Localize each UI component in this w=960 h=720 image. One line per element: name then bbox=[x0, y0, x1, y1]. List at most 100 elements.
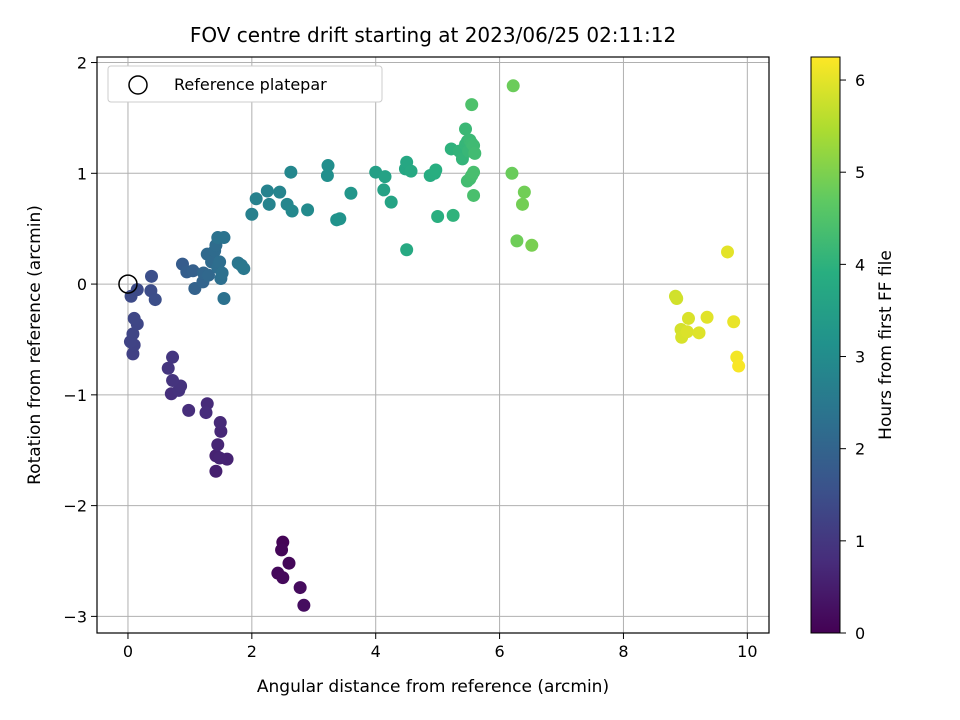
data-point bbox=[199, 406, 213, 420]
colorbar-tick-label: 2 bbox=[855, 440, 865, 459]
data-point bbox=[467, 165, 481, 179]
x-tick-label: 2 bbox=[247, 642, 257, 661]
colorbar-tick-label: 6 bbox=[855, 71, 865, 90]
data-point bbox=[161, 361, 175, 375]
data-point bbox=[275, 543, 289, 557]
data-point bbox=[276, 571, 290, 585]
data-point bbox=[127, 311, 141, 325]
data-point bbox=[680, 325, 694, 339]
colorbar-tick-label: 3 bbox=[855, 348, 865, 367]
data-point bbox=[282, 556, 296, 570]
data-point bbox=[166, 350, 180, 364]
y-tick-label: 1 bbox=[77, 164, 87, 183]
data-point bbox=[237, 262, 251, 276]
colorbar-ticks: 0 1 2 3 4 5 6 bbox=[840, 71, 865, 643]
data-point bbox=[384, 195, 398, 209]
data-point bbox=[293, 581, 307, 595]
data-point bbox=[145, 269, 159, 283]
data-point bbox=[130, 283, 144, 297]
data-point bbox=[700, 310, 714, 324]
data-point bbox=[213, 416, 227, 430]
data-point bbox=[262, 197, 276, 211]
data-point bbox=[320, 169, 334, 183]
x-tick-label: 10 bbox=[737, 642, 757, 661]
data-point bbox=[468, 146, 482, 160]
data-point bbox=[400, 243, 414, 257]
legend-marker bbox=[128, 75, 148, 95]
data-point bbox=[215, 266, 229, 280]
axis-ticks: 0 2 4 6 8 10 −3 −2 −1 0 1 2 bbox=[63, 54, 757, 661]
legend-box bbox=[107, 65, 383, 103]
data-point bbox=[344, 186, 358, 200]
data-point bbox=[284, 165, 298, 179]
y-tick-label: −3 bbox=[63, 607, 87, 626]
data-point bbox=[431, 210, 445, 224]
data-point bbox=[517, 185, 531, 199]
data-point bbox=[211, 438, 225, 452]
data-point bbox=[213, 255, 227, 269]
data-points bbox=[123, 79, 746, 612]
data-point bbox=[285, 204, 299, 218]
grid bbox=[97, 57, 769, 633]
data-point bbox=[301, 203, 315, 217]
data-point bbox=[249, 192, 263, 206]
data-point bbox=[297, 598, 311, 612]
x-tick-label: 6 bbox=[494, 642, 504, 661]
data-point bbox=[166, 373, 180, 387]
data-point bbox=[245, 207, 259, 221]
data-point bbox=[510, 234, 524, 248]
x-tick-label: 8 bbox=[618, 642, 628, 661]
data-point bbox=[670, 291, 684, 305]
colorbar-gradient bbox=[810, 56, 841, 634]
data-point bbox=[126, 327, 140, 341]
data-point bbox=[182, 403, 196, 417]
reference-platepar-marker bbox=[118, 274, 138, 294]
colorbar-label: Hours from first FF file bbox=[876, 250, 896, 440]
data-point bbox=[209, 464, 223, 478]
data-point bbox=[217, 291, 231, 305]
data-point bbox=[681, 311, 695, 325]
data-point bbox=[213, 451, 227, 465]
data-point bbox=[727, 315, 741, 329]
data-point bbox=[459, 122, 473, 136]
y-tick-label: 0 bbox=[77, 275, 87, 294]
legend: Reference platepar bbox=[107, 65, 383, 103]
y-tick-label: −1 bbox=[63, 386, 87, 405]
chart-title: FOV centre drift starting at 2023/06/25 … bbox=[190, 23, 676, 47]
data-point bbox=[692, 326, 706, 340]
data-point bbox=[732, 359, 746, 373]
data-point bbox=[446, 208, 460, 222]
x-tick-label: 4 bbox=[371, 642, 381, 661]
data-point bbox=[333, 212, 347, 226]
data-point bbox=[260, 184, 274, 198]
data-point bbox=[525, 238, 539, 252]
colorbar-tick-label: 1 bbox=[855, 532, 865, 551]
x-axis-label: Angular distance from reference (arcmin) bbox=[257, 677, 609, 697]
data-point bbox=[201, 268, 215, 282]
data-point bbox=[321, 159, 335, 173]
data-point bbox=[506, 79, 520, 93]
data-point bbox=[429, 163, 443, 177]
data-point bbox=[217, 231, 231, 245]
y-tick-label: −2 bbox=[63, 497, 87, 516]
colorbar-tick-label: 4 bbox=[855, 255, 865, 274]
plot-frame bbox=[96, 56, 770, 634]
legend-label: Reference platepar bbox=[174, 75, 327, 94]
data-point bbox=[404, 164, 418, 178]
data-point bbox=[273, 185, 287, 199]
y-tick-label: 2 bbox=[77, 54, 87, 73]
colorbar-tick-label: 0 bbox=[855, 624, 865, 643]
data-point bbox=[721, 245, 735, 259]
colorbar-tick-label: 5 bbox=[855, 163, 865, 182]
colorbar: 0 1 2 3 4 5 6 Hours from first FF file bbox=[810, 56, 896, 643]
data-point bbox=[467, 188, 481, 202]
y-axis-label: Rotation from reference (arcmin) bbox=[25, 205, 45, 485]
data-point bbox=[505, 166, 519, 180]
data-point bbox=[515, 197, 529, 211]
data-point bbox=[148, 293, 162, 307]
data-point bbox=[377, 183, 391, 197]
data-point bbox=[465, 98, 479, 112]
x-tick-label: 0 bbox=[123, 642, 133, 661]
data-point bbox=[186, 264, 200, 278]
